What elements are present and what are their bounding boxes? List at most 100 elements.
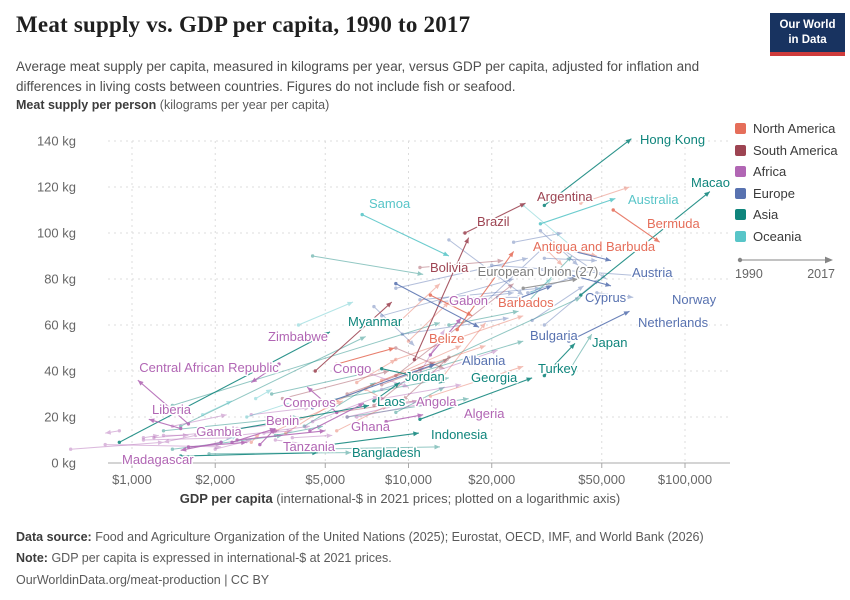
trajectory-unlabeled[interactable] (355, 359, 397, 385)
country-label-hong-kong[interactable]: Hong Kong (639, 131, 707, 149)
trajectory-zimbabwe[interactable] (250, 362, 281, 383)
country-label-congo[interactable]: Congo (332, 360, 373, 378)
trajectory-unlabeled[interactable] (511, 231, 563, 244)
trajectory-unlabeled[interactable] (68, 440, 164, 451)
country-label-antigua-and-barbuda[interactable]: Antigua and Barbuda (532, 238, 658, 256)
trajectory-unlabeled[interactable] (355, 401, 426, 419)
trajectory-japan[interactable] (542, 343, 576, 378)
country-label-madagascar[interactable]: Madagascar (121, 451, 196, 469)
trajectory-unlabeled[interactable] (105, 429, 122, 435)
trajectory-samoa[interactable] (360, 212, 450, 257)
trajectory-unlabeled[interactable] (345, 397, 469, 419)
trajectory-unlabeled[interactable] (567, 333, 593, 373)
trajectory-unlabeled[interactable] (141, 435, 233, 442)
trajectory-unlabeled[interactable] (200, 400, 233, 417)
trajectory-norway[interactable] (567, 310, 630, 343)
trajectory-unlabeled[interactable] (249, 406, 310, 417)
trajectory-unlabeled[interactable] (447, 309, 519, 327)
trajectory-cyprus[interactable] (501, 285, 553, 306)
trajectory-unlabeled[interactable] (394, 257, 528, 290)
trajectory-unlabeled[interactable] (595, 291, 634, 300)
trajectory-unlabeled[interactable] (163, 433, 198, 444)
trajectory-macao[interactable] (579, 191, 711, 297)
country-label-bermuda[interactable]: Bermuda (646, 215, 703, 233)
trajectory-unlabeled[interactable] (538, 268, 576, 280)
country-label-gabon[interactable]: Gabon (448, 292, 490, 310)
country-label-tanzania[interactable]: Tanzania (282, 438, 338, 456)
country-label-argentina[interactable]: Argentina (536, 188, 595, 206)
country-label-japan[interactable]: Japan (591, 334, 629, 352)
legend-item-oceania[interactable]: Oceania (735, 229, 849, 244)
trajectory-albania[interactable] (310, 363, 436, 410)
trajectory-algeria[interactable] (384, 413, 424, 424)
trajectory-unlabeled[interactable] (380, 278, 514, 318)
trajectory-belize[interactable] (335, 347, 395, 366)
trajectory-european-union-27-[interactable] (521, 277, 579, 290)
trajectory-unlabeled[interactable] (542, 256, 597, 263)
trajectory-bolivia[interactable] (313, 301, 393, 373)
trajectory-bermuda[interactable] (611, 208, 661, 243)
country-label-barbados[interactable]: Barbados (497, 294, 556, 312)
trajectory-unlabeled[interactable] (284, 400, 337, 435)
trajectory-unlabeled[interactable] (521, 255, 573, 309)
trajectory-indonesia[interactable] (310, 431, 419, 449)
legend-item-asia[interactable]: Asia (735, 208, 849, 222)
country-label-central-african-republic[interactable]: Central African Republic (138, 359, 281, 377)
trajectory-australia[interactable] (538, 197, 616, 226)
country-label-georgia[interactable]: Georgia (470, 369, 520, 387)
trajectory-angola[interactable] (308, 402, 365, 433)
trajectory-unlabeled[interactable] (394, 283, 441, 327)
trajectory-unlabeled[interactable] (161, 433, 189, 438)
trajectory-unlabeled[interactable] (401, 355, 451, 402)
trajectory-unlabeled[interactable] (360, 369, 409, 388)
trajectory-unlabeled[interactable] (380, 383, 462, 401)
legend-item-africa[interactable]: Africa (735, 165, 849, 179)
country-label-bolivia[interactable]: Bolivia (429, 259, 471, 277)
trajectory-unlabeled[interactable] (273, 424, 310, 433)
trajectory-gambia[interactable] (207, 427, 227, 438)
country-label-zimbabwe[interactable]: Zimbabwe (267, 328, 330, 346)
country-label-bulgaria[interactable]: Bulgaria (529, 327, 580, 345)
trajectory-turkey[interactable] (418, 377, 533, 421)
trajectory-bangladesh[interactable] (178, 450, 318, 458)
trajectory-unlabeled[interactable] (310, 254, 424, 276)
country-label-gambia[interactable]: Gambia (195, 423, 244, 441)
trajectory-bulgaria[interactable] (394, 281, 480, 328)
country-label-bangladesh[interactable]: Bangladesh (351, 444, 423, 462)
trajectory-central-african-republic[interactable] (137, 379, 191, 426)
trajectory-unlabeled[interactable] (490, 263, 653, 279)
country-label-austria[interactable]: Austria (631, 264, 675, 282)
country-label-algeria[interactable]: Algeria (463, 405, 507, 423)
trajectory-gabon[interactable] (428, 317, 462, 357)
trajectory-brazil[interactable] (412, 237, 470, 362)
trajectory-unlabeled[interactable] (530, 285, 584, 323)
trajectory-unlabeled[interactable] (345, 399, 418, 419)
trajectory-unlabeled[interactable] (526, 273, 581, 295)
country-label-european-union-27-[interactable]: European Union (27) (476, 263, 600, 281)
trajectory-unlabeled[interactable] (141, 433, 159, 440)
trajectory-unlabeled[interactable] (305, 444, 441, 451)
trajectory-madagascar[interactable] (180, 440, 223, 452)
trajectory-unlabeled[interactable] (394, 386, 445, 415)
trajectory-unlabeled[interactable] (253, 388, 272, 401)
trajectory-laos[interactable] (200, 404, 370, 438)
country-label-netherlands[interactable]: Netherlands (637, 314, 711, 332)
country-label-angola[interactable]: Angola (415, 393, 459, 411)
trajectory-unlabeled[interactable] (380, 349, 498, 392)
country-label-benin[interactable]: Benin (265, 412, 301, 430)
country-label-cyprus[interactable]: Cyprus (584, 289, 629, 307)
trajectory-unlabeled[interactable] (400, 316, 509, 336)
country-label-indonesia[interactable]: Indonesia (430, 426, 490, 444)
trajectory-unlabeled[interactable] (418, 286, 541, 302)
country-label-laos[interactable]: Laos (376, 393, 408, 411)
country-label-liberia[interactable]: Liberia (151, 401, 194, 419)
country-label-norway[interactable]: Norway (671, 291, 719, 309)
trajectory-myanmar[interactable] (117, 331, 331, 444)
country-label-turkey[interactable]: Turkey (537, 360, 580, 378)
trajectory-unlabeled[interactable] (280, 370, 390, 401)
trajectory-georgia[interactable] (380, 367, 445, 384)
trajectory-argentina[interactable] (463, 202, 526, 235)
trajectory-unlabeled[interactable] (269, 372, 366, 396)
trajectory-unlabeled[interactable] (418, 329, 445, 375)
